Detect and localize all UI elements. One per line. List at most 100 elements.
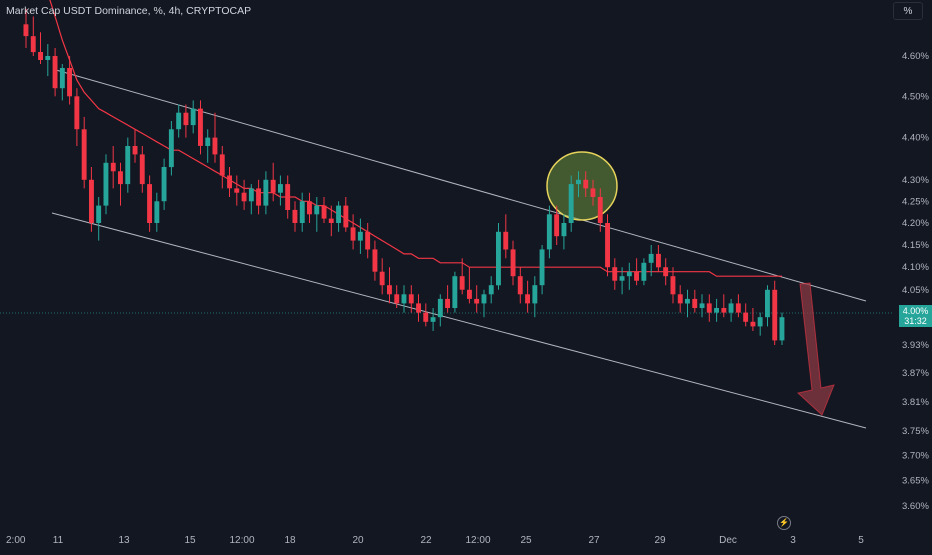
x-tick-label-12: Dec	[719, 535, 737, 546]
candle-body	[416, 303, 421, 313]
arrow-shape[interactable]	[796, 282, 835, 416]
candle-100	[750, 308, 756, 331]
candle-87	[656, 245, 661, 272]
candle-body	[67, 68, 72, 97]
candle-body	[437, 298, 443, 318]
x-tick-label-2: 13	[118, 535, 130, 546]
price-axis[interactable]: 4.60% 4.50% 4.40% 4.30% 4.25% 4.20% 4.15% 4.10%…	[902, 51, 929, 512]
candle-body	[314, 205, 320, 215]
candle-79	[597, 188, 603, 232]
candle-90	[677, 285, 683, 313]
candle-body	[263, 179, 269, 206]
candle-body	[714, 308, 719, 313]
candle-66	[503, 214, 509, 259]
candle-body	[481, 294, 487, 304]
candle-89	[670, 267, 676, 304]
candle-80	[605, 214, 610, 277]
candle-68	[517, 267, 523, 304]
candle-23	[190, 100, 196, 134]
candle-14	[125, 137, 131, 193]
candle-body	[670, 276, 676, 295]
projection-arrow[interactable]	[796, 282, 835, 416]
candle-58	[445, 285, 450, 313]
candle-42	[328, 205, 334, 237]
candle-61	[467, 267, 472, 304]
candle-78	[590, 179, 596, 206]
candle-body	[372, 249, 378, 272]
candle-body	[23, 24, 29, 37]
candle-64	[488, 276, 494, 304]
candle-body	[154, 201, 160, 223]
candle-body	[379, 271, 385, 286]
x-tick-label-14: 5	[858, 535, 864, 546]
candle-73	[554, 205, 560, 245]
candle-body	[161, 167, 167, 202]
y-tick-label-7: 4.10%	[902, 262, 929, 273]
candle-92	[692, 289, 698, 313]
candle-77	[583, 171, 589, 197]
x-tick-label-8: 12:00	[465, 535, 490, 546]
x-tick-label-13: 3	[790, 535, 796, 546]
candle-body	[561, 223, 567, 237]
last-price-value: 4.00%	[902, 306, 929, 316]
candle-18	[154, 192, 160, 232]
time-axis[interactable]: 2:00 11 13 15 12:00 18 20 22 12:00 25 27 29 Dec 3 5	[6, 535, 864, 546]
candle-91	[685, 289, 690, 318]
candle-16	[139, 146, 145, 193]
candle-body	[496, 231, 501, 286]
candle-99	[743, 303, 749, 327]
candle-62	[474, 285, 480, 313]
candles	[23, 8, 785, 345]
candle-38	[299, 192, 305, 232]
candle-74	[561, 214, 567, 250]
candle-body	[30, 36, 36, 53]
candle-21	[176, 104, 182, 138]
lightning-icon[interactable]: ⚡	[777, 516, 791, 530]
x-tick-label-11: 29	[654, 535, 666, 546]
candle-body	[430, 317, 436, 322]
countdown-timer: 31:32	[904, 316, 927, 326]
candle-35	[278, 175, 283, 206]
x-tick-label-0: 2:00	[6, 535, 26, 546]
descending-channel[interactable]	[51, 69, 867, 429]
candle-body	[626, 271, 632, 277]
candle-body	[445, 298, 450, 308]
candle-body	[234, 188, 240, 193]
candle-body	[241, 192, 247, 202]
candle-55	[423, 303, 429, 327]
y-tick-label-6: 4.15%	[902, 240, 929, 251]
candle-97	[728, 298, 734, 322]
candle-body	[590, 188, 596, 197]
candle-body	[38, 52, 43, 60]
candle-98	[735, 294, 741, 318]
percent-scale-button[interactable]: %	[893, 2, 923, 20]
y-tick-label-2: 4.40%	[902, 133, 929, 144]
candle-body	[663, 267, 669, 277]
candle-65	[496, 223, 501, 290]
candle-3	[45, 44, 51, 77]
candle-body	[568, 184, 574, 223]
highlight-circle[interactable]	[546, 151, 618, 221]
candle-96	[721, 294, 727, 318]
candle-body	[307, 201, 312, 215]
channel-lower-line[interactable]	[51, 212, 867, 429]
channel-upper-line[interactable]	[55, 69, 867, 302]
candle-body	[74, 96, 80, 130]
candle-body	[510, 249, 516, 277]
candle-24	[198, 100, 203, 155]
candle-102	[765, 285, 770, 327]
candle-10	[96, 197, 102, 241]
chart-title: Market Cap USDT Dominance, %, 4h, CRYPTO…	[6, 5, 252, 17]
x-tick-label-5: 18	[284, 535, 296, 546]
candle-body	[634, 271, 639, 281]
candle-85	[641, 258, 647, 286]
candle-43	[336, 201, 341, 232]
candle-body	[357, 231, 363, 241]
candle-76	[576, 171, 581, 197]
candle-40	[314, 197, 320, 232]
candle-17	[147, 175, 152, 232]
candle-47	[365, 223, 371, 259]
candle-body	[401, 294, 407, 304]
